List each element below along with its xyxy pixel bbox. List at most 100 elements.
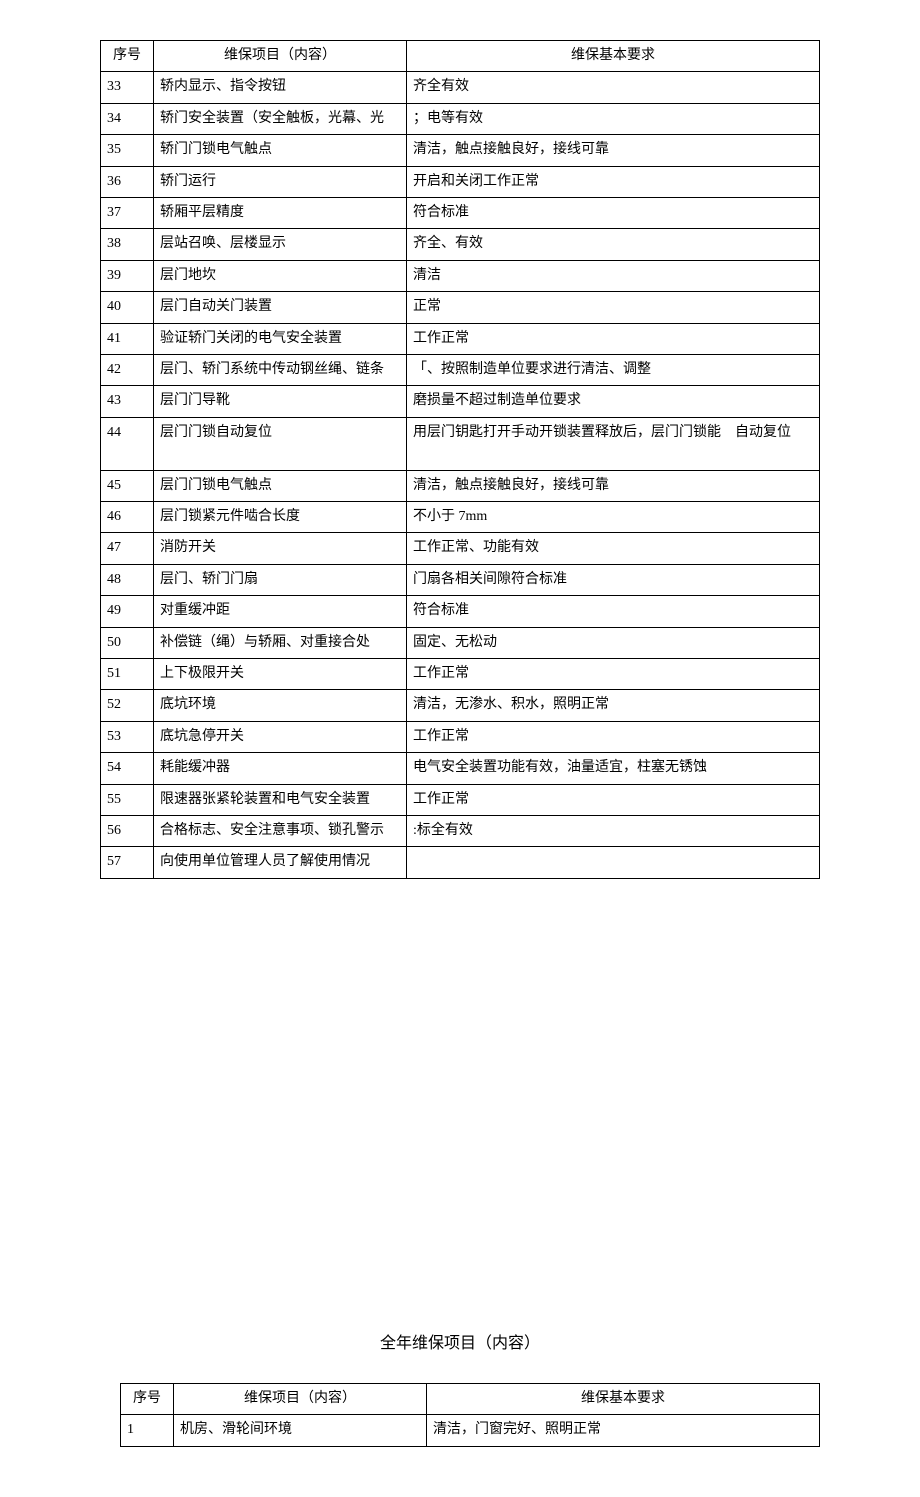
cell-item: 合格标志、安全注意事项、锁孔警示: [154, 815, 407, 846]
table-row: 41验证轿门关闭的电气安全装置工作正常: [101, 323, 820, 354]
section2-title: 全年维保项目（内容）: [100, 1329, 820, 1353]
cell-item: 层站召唤、层楼显示: [154, 229, 407, 260]
table-row: 54耗能缓冲器电气安全装置功能有效，油量适宜，柱塞无锈蚀: [101, 753, 820, 784]
cell-req: 开启和关闭工作正常: [407, 166, 820, 197]
cell-item: 轿门安全装置（安全触板，光幕、光: [154, 103, 407, 134]
cell-seq: 34: [101, 103, 154, 134]
table-row: 36轿门运行开启和关闭工作正常: [101, 166, 820, 197]
cell-item: 机房、滑轮间环境: [174, 1415, 427, 1446]
table1-header-row: 序号 维保项目（内容） 维保基本要求: [101, 41, 820, 72]
table2-header-row: 序号 维保项目（内容） 维保基本要求: [121, 1383, 820, 1414]
cell-req: [407, 847, 820, 878]
cell-item: 层门、轿门系统中传动钢丝绳、链条: [154, 354, 407, 385]
cell-item: 层门自动关门装置: [154, 292, 407, 323]
cell-req: 门扇各相关间隙符合标准: [407, 564, 820, 595]
cell-seq: 57: [101, 847, 154, 878]
cell-seq: 39: [101, 260, 154, 291]
cell-item: 耗能缓冲器: [154, 753, 407, 784]
cell-seq: 54: [101, 753, 154, 784]
table-row: 56合格标志、安全注意事项、锁孔警示:标全有效: [101, 815, 820, 846]
cell-seq: 40: [101, 292, 154, 323]
cell-req: 工作正常、功能有效: [407, 533, 820, 564]
cell-seq: 46: [101, 502, 154, 533]
cell-req: 清洁，门窗完好、照明正常: [427, 1415, 820, 1446]
table-row: 38层站召唤、层楼显示齐全、有效: [101, 229, 820, 260]
cell-item: 轿门门锁电气触点: [154, 135, 407, 166]
cell-req: 工作正常: [407, 784, 820, 815]
table2-header-req: 维保基本要求: [427, 1383, 820, 1414]
cell-seq: 56: [101, 815, 154, 846]
table-row: 39层门地坎清洁: [101, 260, 820, 291]
cell-req: 电气安全装置功能有效，油量适宜，柱塞无锈蚀: [407, 753, 820, 784]
cell-seq: 35: [101, 135, 154, 166]
table-row: 49对重缓冲距符合标准: [101, 596, 820, 627]
cell-item: 轿内显示、指令按钮: [154, 72, 407, 103]
cell-req: 清洁: [407, 260, 820, 291]
cell-seq: 42: [101, 354, 154, 385]
cell-item: 补偿链（绳）与轿厢、对重接合处: [154, 627, 407, 658]
table1-header-item: 维保项目（内容）: [154, 41, 407, 72]
cell-seq: 41: [101, 323, 154, 354]
cell-seq: 33: [101, 72, 154, 103]
cell-seq: 50: [101, 627, 154, 658]
cell-req: 清洁，触点接触良好，接线可靠: [407, 470, 820, 501]
cell-item: 层门门锁自动复位: [154, 417, 407, 470]
cell-req: 清洁，无渗水、积水，照明正常: [407, 690, 820, 721]
cell-seq: 48: [101, 564, 154, 595]
cell-seq: 43: [101, 386, 154, 417]
cell-item: 层门门导靴: [154, 386, 407, 417]
table-row: 55限速器张紧轮装置和电气安全装置工作正常: [101, 784, 820, 815]
cell-item: 验证轿门关闭的电气安全装置: [154, 323, 407, 354]
table-row: 57向使用单位管理人员了解使用情况: [101, 847, 820, 878]
cell-seq: 52: [101, 690, 154, 721]
table-row: 47消防开关工作正常、功能有效: [101, 533, 820, 564]
cell-item: 向使用单位管理人员了解使用情况: [154, 847, 407, 878]
cell-item: 上下极限开关: [154, 659, 407, 690]
table1-header-req: 维保基本要求: [407, 41, 820, 72]
cell-req: 符合标准: [407, 197, 820, 228]
cell-req: 正常: [407, 292, 820, 323]
table-row: 34轿门安全装置（安全触板，光幕、光；电等有效: [101, 103, 820, 134]
maintenance-table-1: 序号 维保项目（内容） 维保基本要求 33轿内显示、指令按钮齐全有效34轿门安全…: [100, 40, 820, 879]
table-row: 46层门锁紧元件啮合长度不小于 7mm: [101, 502, 820, 533]
table-row: 43层门门导靴磨损量不超过制造单位要求: [101, 386, 820, 417]
cell-item: 消防开关: [154, 533, 407, 564]
cell-seq: 49: [101, 596, 154, 627]
cell-item: 底坑环境: [154, 690, 407, 721]
cell-item: 限速器张紧轮装置和电气安全装置: [154, 784, 407, 815]
cell-req: 符合标准: [407, 596, 820, 627]
cell-req: 工作正常: [407, 659, 820, 690]
table-row: 40层门自动关门装置正常: [101, 292, 820, 323]
cell-item: 底坑急停开关: [154, 721, 407, 752]
cell-req: 不小于 7mm: [407, 502, 820, 533]
table1-header-seq: 序号: [101, 41, 154, 72]
table-row: 44层门门锁自动复位用层门钥匙打开手动开锁装置释放后，层门门锁能 自动复位: [101, 417, 820, 470]
cell-req: 齐全、有效: [407, 229, 820, 260]
cell-req: 用层门钥匙打开手动开锁装置释放后，层门门锁能 自动复位: [407, 417, 820, 470]
cell-seq: 45: [101, 470, 154, 501]
cell-seq: 1: [121, 1415, 174, 1446]
table2-header-seq: 序号: [121, 1383, 174, 1414]
cell-seq: 38: [101, 229, 154, 260]
cell-seq: 44: [101, 417, 154, 470]
cell-req: 磨损量不超过制造单位要求: [407, 386, 820, 417]
cell-item: 层门门锁电气触点: [154, 470, 407, 501]
cell-item: 轿厢平层精度: [154, 197, 407, 228]
cell-req: :标全有效: [407, 815, 820, 846]
table-row: 1机房、滑轮间环境清洁，门窗完好、照明正常: [121, 1415, 820, 1446]
cell-seq: 55: [101, 784, 154, 815]
table-row: 37轿厢平层精度符合标准: [101, 197, 820, 228]
cell-seq: 51: [101, 659, 154, 690]
cell-item: 层门、轿门门扇: [154, 564, 407, 595]
table-row: 52底坑环境清洁，无渗水、积水，照明正常: [101, 690, 820, 721]
cell-req: 工作正常: [407, 323, 820, 354]
cell-seq: 53: [101, 721, 154, 752]
table-row: 35轿门门锁电气触点清洁，触点接触良好，接线可靠: [101, 135, 820, 166]
table-row: 51上下极限开关工作正常: [101, 659, 820, 690]
table-row: 53底坑急停开关工作正常: [101, 721, 820, 752]
table-row: 45层门门锁电气触点清洁，触点接触良好，接线可靠: [101, 470, 820, 501]
cell-req: 齐全有效: [407, 72, 820, 103]
maintenance-table-2: 序号 维保项目（内容） 维保基本要求 1机房、滑轮间环境清洁，门窗完好、照明正常: [120, 1383, 820, 1447]
cell-req: 清洁，触点接触良好，接线可靠: [407, 135, 820, 166]
cell-seq: 37: [101, 197, 154, 228]
